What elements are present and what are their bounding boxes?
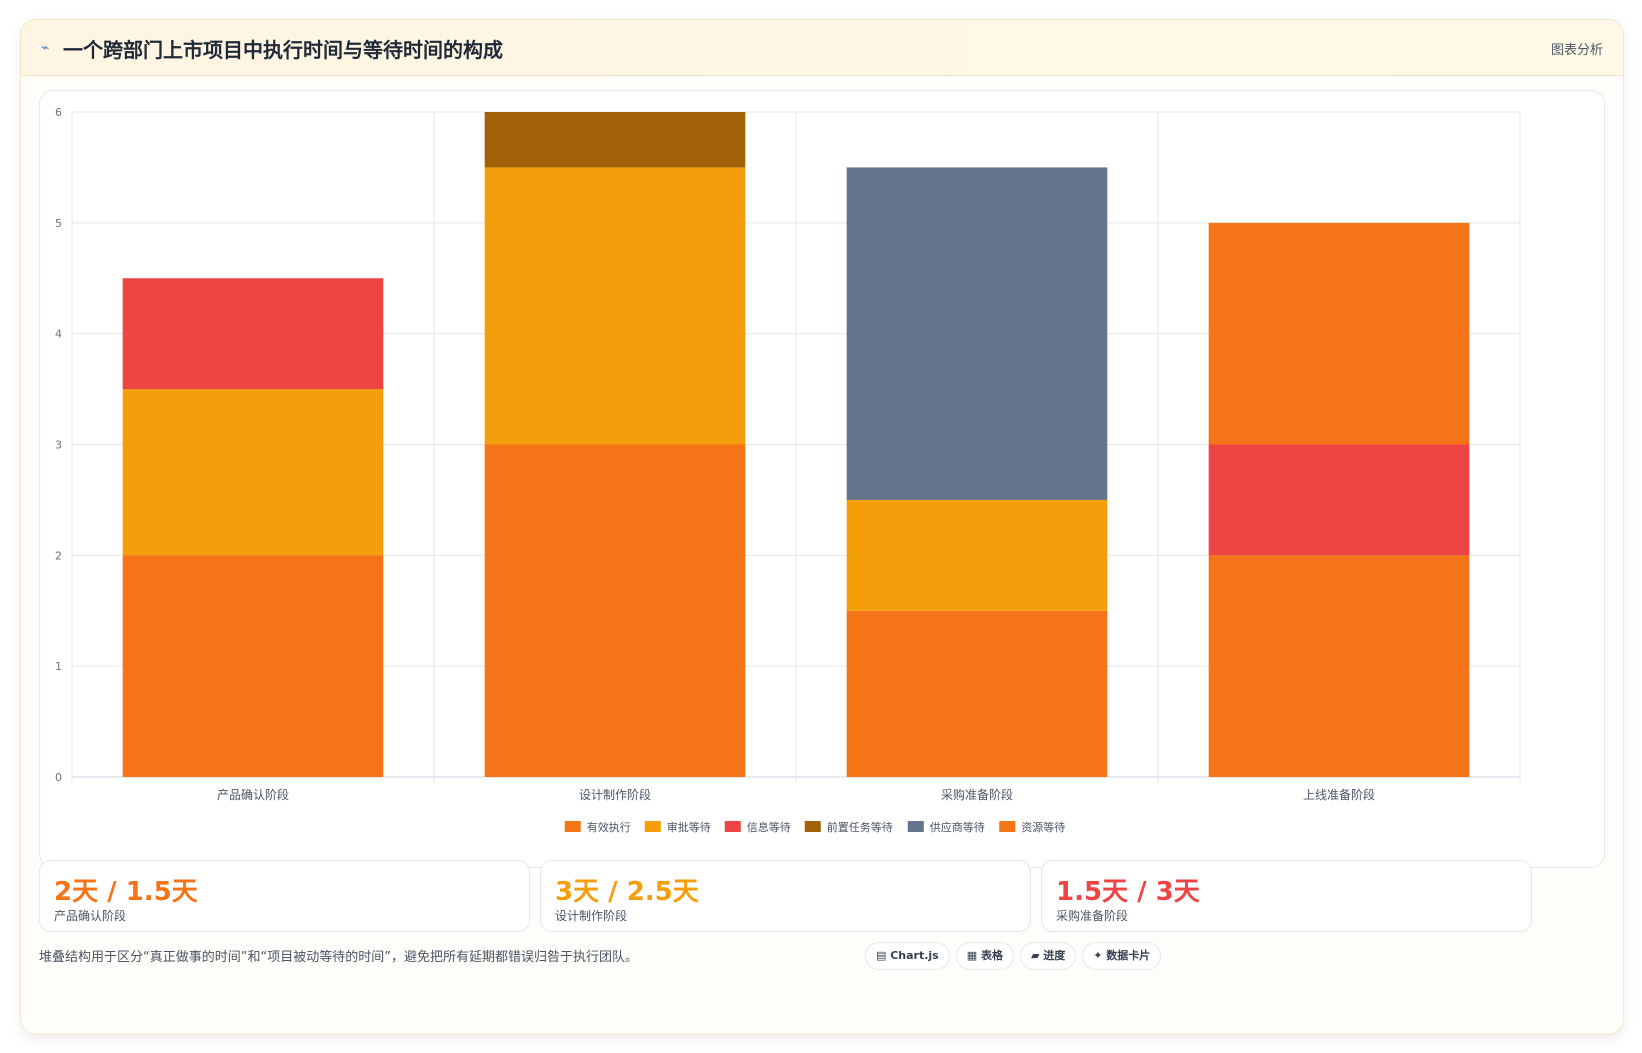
legend-label: 审批等待 — [667, 820, 711, 834]
bar-segment — [484, 112, 746, 168]
bar-segment — [846, 167, 1108, 500]
card-header: ⌁ 一个跨部门上市项目中执行时间与等待时间的构成 图表分析 — [21, 20, 1623, 76]
stat-value: 2天 / 1.5天 — [54, 877, 198, 907]
chart-title: 一个跨部门上市项目中执行时间与等待时间的构成 — [63, 38, 503, 62]
legend-label: 前置任务等待 — [827, 820, 893, 834]
stat-card-product: 2天 / 1.5天 产品确认阶段 — [39, 860, 530, 932]
bar-segment — [846, 499, 1108, 611]
pulse-icon: ⌁ — [41, 40, 50, 56]
legend-swatch — [999, 821, 1016, 832]
view-pills: ▤ Chart.js ▦ 表格 ▰ 进度 ✦ 数据卡片 — [865, 942, 1167, 970]
pill-data-card[interactable]: ✦ 数据卡片 — [1082, 942, 1162, 970]
chart-analysis-link[interactable]: 图表分析 — [1550, 43, 1603, 58]
bar-segment — [122, 555, 384, 777]
y-tick-label: 5 — [55, 217, 62, 230]
y-tick-label: 3 — [55, 439, 62, 452]
bar-segment — [484, 444, 746, 777]
bar-segment — [846, 610, 1108, 777]
footer-note: 堆叠结构用于区分“真正做事的时间”和“项目被动等待的时间”，避免把所有延期都错误… — [39, 950, 638, 965]
y-tick-label: 4 — [55, 328, 62, 341]
stat-label: 采购准备阶段 — [1056, 909, 1129, 923]
chart-area: 0 1 2 3 4 5 6 产品确认阶段 设计制作阶段 采购准备阶段 上线准备阶段有效执行 审批等待 信… — [39, 90, 1605, 868]
y-tick-label: 1 — [55, 660, 62, 673]
legend-swatch — [907, 821, 924, 832]
legend-label: 有效执行 — [587, 820, 631, 834]
pill-chartjs[interactable]: ▤ Chart.js — [865, 942, 950, 970]
stat-value: 1.5天 / 3天 — [1056, 877, 1200, 907]
stat-label: 设计制作阶段 — [555, 909, 628, 923]
legend-swatch — [724, 821, 741, 832]
pill-progress[interactable]: ▰ 进度 — [1019, 942, 1077, 970]
stat-card-purchase: 1.5天 / 3天 采购准备阶段 — [1041, 860, 1532, 932]
x-tick-label: 设计制作阶段 — [579, 787, 651, 802]
x-tick-label: 上线准备阶段 — [1303, 787, 1375, 802]
y-tick-label: 2 — [55, 549, 62, 562]
y-tick-label: 6 — [55, 106, 62, 119]
pill-table[interactable]: ▦ 表格 — [955, 942, 1014, 970]
x-tick-label: 产品确认阶段 — [217, 787, 289, 802]
legend-swatch — [644, 821, 661, 832]
legend-label: 信息等待 — [747, 820, 791, 834]
x-tick-label: 采购准备阶段 — [941, 787, 1013, 802]
chart-card: ⌁ 一个跨部门上市项目中执行时间与等待时间的构成 图表分析 0 1 2 3 4 5 6 产品确… — [20, 19, 1624, 1035]
stat-value: 3天 / 2.5天 — [555, 877, 699, 907]
bar-segment — [1208, 555, 1470, 777]
bar-segment — [122, 389, 384, 556]
legend-label: 资源等待 — [1021, 820, 1065, 834]
legend-swatch — [804, 821, 821, 832]
y-tick-label: 0 — [55, 771, 62, 784]
stat-card-design: 3天 / 2.5天 设计制作阶段 — [540, 860, 1031, 932]
bar-segment — [484, 167, 746, 445]
bar-segment — [1208, 222, 1470, 445]
stat-label: 产品确认阶段 — [54, 909, 127, 923]
bar-segment — [122, 278, 384, 390]
legend-swatch — [564, 821, 581, 832]
bar-segment — [1208, 444, 1470, 556]
legend-label: 供应商等待 — [930, 820, 985, 834]
